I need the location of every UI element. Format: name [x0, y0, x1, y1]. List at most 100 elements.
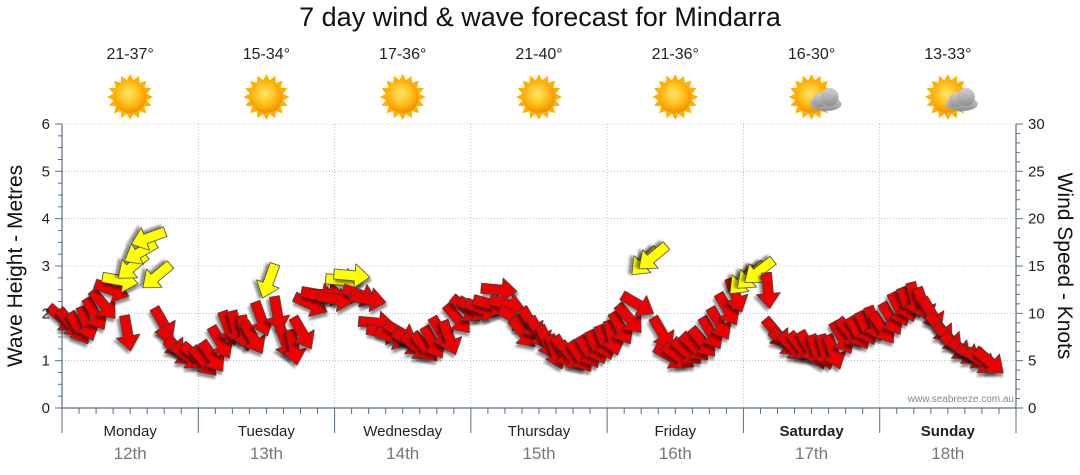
wind-arrow-shape: [638, 241, 671, 270]
date-label: 14th: [386, 444, 419, 463]
wind-arrow: [206, 324, 233, 359]
sun-disc: [250, 81, 283, 113]
day-label: Sunday: [921, 423, 976, 440]
day-label: Monday: [103, 423, 157, 440]
sun-icon: [107, 74, 154, 120]
wind-arrow: [705, 305, 732, 340]
y-tick-label-right: 15: [1028, 258, 1045, 275]
wind-arrow-shape: [705, 305, 732, 340]
wind-arrow: [480, 277, 518, 303]
wind-arrow-shape: [265, 295, 291, 333]
watermark: www.seabreeze.com.au: [907, 394, 1014, 405]
wind-arrow-shape: [713, 290, 740, 326]
temp-range: 16-30°: [788, 46, 835, 63]
y-tick-label-right: 10: [1028, 305, 1045, 322]
wind-arrow: [130, 226, 168, 251]
date-label: 17th: [795, 444, 828, 463]
sun-cloud-icon: [924, 74, 978, 120]
wind-arrow: [265, 295, 291, 333]
date-label: 13th: [250, 444, 283, 463]
wind-arrow-shape: [239, 319, 266, 354]
y-tick-label-left: 1: [42, 353, 50, 370]
y-tick-label-right: 0: [1028, 400, 1036, 417]
axes: [55, 123, 1023, 433]
sun-icon: [516, 74, 562, 120]
sun-icon: [379, 74, 426, 120]
wind-arrow: [142, 260, 175, 289]
y-tick-label-left: 6: [42, 116, 50, 133]
y-axis-title-left: Wave Height - Metres: [4, 165, 27, 367]
wind-arrow: [972, 345, 1004, 374]
wind-arrow: [613, 301, 642, 334]
sun-disc: [114, 81, 147, 113]
wind-arrow-shape: [648, 314, 675, 350]
y-tick-label-right: 5: [1028, 353, 1036, 370]
y-tick-label-left: 3: [42, 258, 50, 275]
cloud-puff: [820, 88, 839, 106]
cloud-shape: [809, 88, 842, 111]
wind-arrows: [45, 226, 1004, 376]
wind-arrow: [239, 319, 266, 354]
date-label: 15th: [522, 444, 555, 463]
wind-arrow: [333, 263, 371, 289]
wind-arrow: [115, 314, 141, 352]
wind-arrow-shape: [480, 277, 518, 303]
wind-arrow: [744, 255, 777, 284]
wind-arrow-shape: [142, 260, 175, 289]
wind-arrow: [619, 290, 654, 317]
wind-arrow: [288, 314, 315, 350]
y-tick-label-left: 0: [42, 400, 50, 417]
wind-arrow-shape: [333, 263, 371, 289]
wind-arrow: [648, 314, 675, 350]
wind-arrow-shape: [755, 271, 781, 310]
date-label: 18th: [931, 444, 964, 463]
temp-range: 21-40°: [515, 46, 562, 63]
date-label: 16th: [659, 444, 692, 463]
sun-icon: [652, 74, 699, 120]
wind-arrow-shape: [349, 287, 387, 313]
wind-arrow-shape: [613, 301, 642, 334]
date-label: 12th: [114, 444, 147, 463]
day-label: Saturday: [779, 423, 844, 440]
temp-range: 13-33°: [924, 46, 971, 63]
temp-range: 21-37°: [106, 46, 153, 63]
y-tick-label-left: 2: [42, 305, 50, 322]
wind-arrow-shape: [288, 314, 315, 350]
wind-arrow: [256, 262, 281, 299]
wind-arrow-shape: [744, 255, 777, 284]
chart-title: 7 day wind & wave forecast for Mindarra: [299, 2, 781, 32]
wind-arrow: [438, 318, 463, 356]
sun-disc: [523, 81, 555, 113]
temp-range: 17-36°: [379, 46, 426, 63]
y-tick-label-left: 5: [42, 163, 50, 180]
cloud-shape: [945, 88, 978, 111]
day-label: Thursday: [508, 423, 571, 440]
wind-arrow: [755, 271, 781, 310]
sun-cloud-icon: [788, 74, 842, 120]
y-tick-label-right: 30: [1028, 116, 1045, 133]
temp-range: 15-34°: [243, 46, 290, 63]
weather-icons: [107, 74, 978, 120]
wind-arrow-shape: [282, 328, 307, 366]
y-tick-label-right: 20: [1028, 211, 1045, 228]
wind-arrow: [349, 287, 387, 313]
day-label: Tuesday: [238, 423, 295, 440]
wind-arrow: [87, 287, 116, 319]
wind-arrow-shape: [972, 345, 1004, 374]
wind-arrow-shape: [256, 262, 281, 299]
wind-arrow-shape: [197, 338, 225, 372]
y-tick-label-left: 4: [42, 211, 50, 228]
y-tick-label-right: 25: [1028, 163, 1045, 180]
wind-arrow-shape: [115, 314, 141, 352]
wind-arrow-shape: [822, 333, 847, 370]
temp-range: 21-36°: [652, 46, 699, 63]
wind-arrow-shape: [87, 287, 116, 319]
cloud-puff: [956, 88, 975, 106]
wind-arrow: [638, 241, 671, 270]
sun-disc: [386, 81, 419, 113]
wind-arrow-shape: [130, 226, 168, 251]
sun-icon: [243, 74, 290, 120]
wind-arrow-shape: [438, 318, 463, 356]
y-axis-title-right: Wind Speed - Knots: [1053, 173, 1076, 360]
